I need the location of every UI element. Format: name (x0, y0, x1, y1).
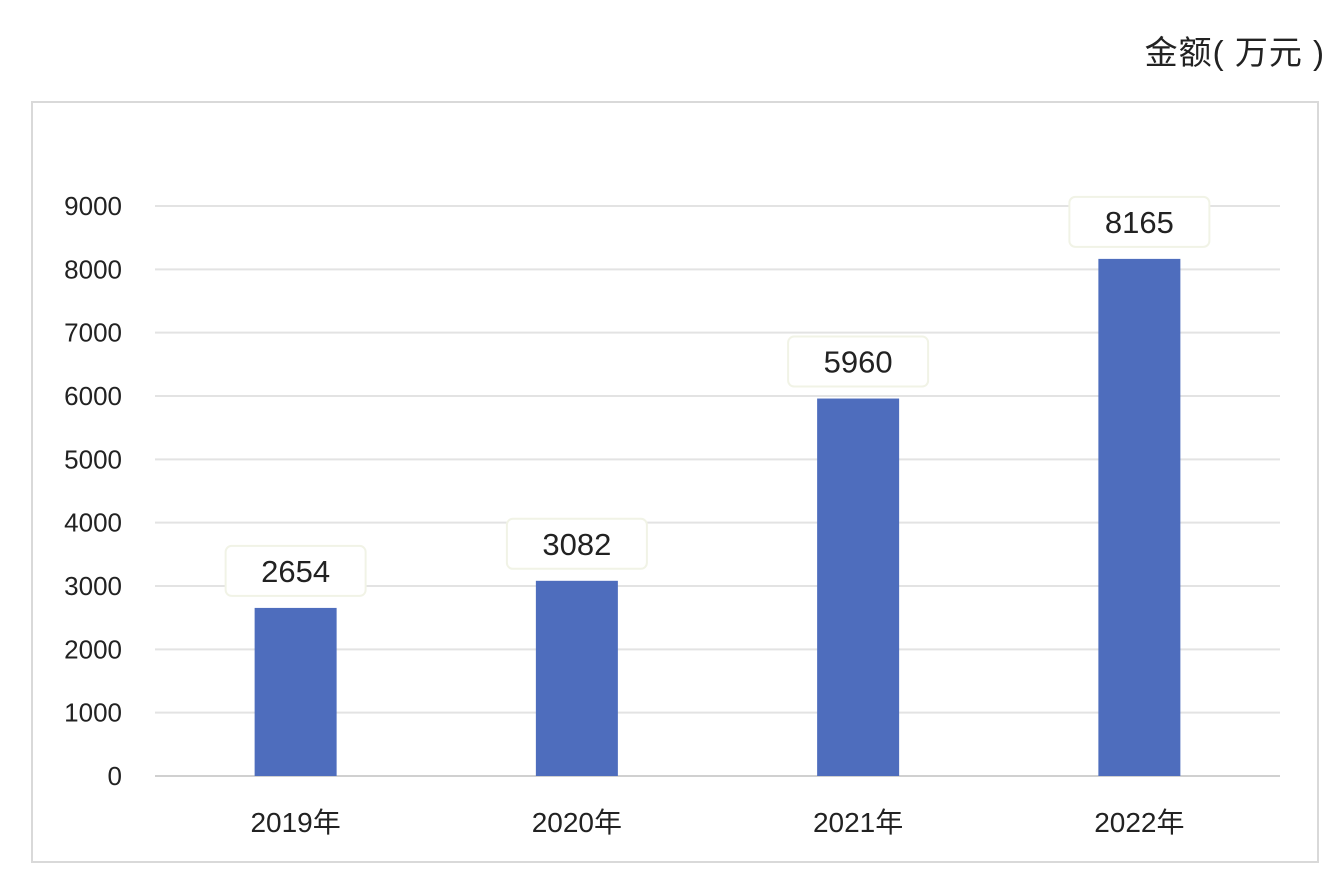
x-category-label: 2021年 (813, 807, 903, 838)
data-label-box (787, 335, 930, 388)
unit-label: 金额( 万元 ) (1144, 34, 1325, 71)
y-tick-label: 9000 (64, 191, 122, 221)
y-tick-label: 8000 (64, 254, 122, 284)
y-tick-label: 4000 (64, 508, 122, 538)
x-category-label: 2020年 (532, 807, 622, 838)
y-tick-label: 0 (108, 761, 122, 791)
x-category-label: 2022年 (1094, 807, 1184, 838)
y-tick-label: 2000 (64, 634, 122, 664)
data-label: 8165 (1105, 205, 1174, 240)
y-tick-label: 6000 (64, 381, 122, 411)
bar (817, 398, 900, 776)
data-label: 2654 (261, 554, 330, 589)
data-label-box (1068, 195, 1211, 248)
data-label: 5960 (824, 345, 893, 380)
x-category-label: 2019年 (250, 807, 340, 838)
data-label-box (505, 517, 648, 570)
bar (535, 580, 618, 776)
data-label-box (224, 544, 367, 597)
y-tick-label: 7000 (64, 318, 122, 348)
y-tick-label: 3000 (64, 571, 122, 601)
data-label: 3082 (542, 527, 611, 562)
y-tick-label: 1000 (64, 698, 122, 728)
bar (1098, 258, 1181, 777)
bar (254, 607, 337, 776)
y-tick-label: 5000 (64, 444, 122, 474)
